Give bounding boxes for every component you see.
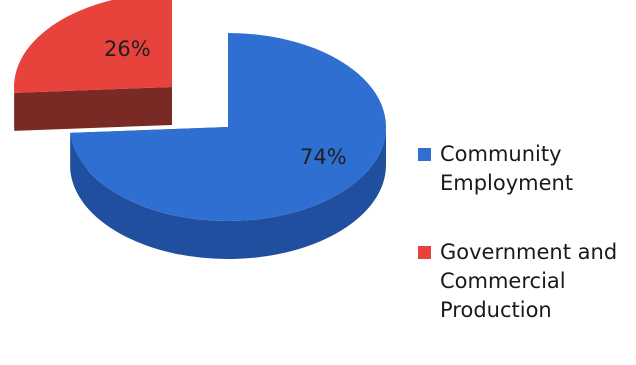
data-label-government-and-commercial-production: 26% <box>104 37 151 61</box>
pie-chart: 74% 26% <box>14 0 387 259</box>
legend-swatch-community-employment <box>418 148 431 161</box>
legend-swatch-government-commercial <box>418 246 431 259</box>
legend-label-government-commercial: Government and Commercial Production <box>440 240 618 322</box>
pie-slice-government-and-commercial-production <box>14 0 172 131</box>
data-label-community-employment: 74% <box>300 145 347 169</box>
pie-slice-community-employment <box>70 33 387 259</box>
legend: Community Employment Government and Comm… <box>418 140 628 365</box>
legend-item-community-employment: Community Employment <box>418 140 628 198</box>
legend-item-government-commercial: Government and Commercial Production <box>418 238 628 325</box>
legend-label-community-employment: Community Employment <box>440 142 574 195</box>
chart-area: 74% 26% Community Employment Government a… <box>14 0 617 322</box>
